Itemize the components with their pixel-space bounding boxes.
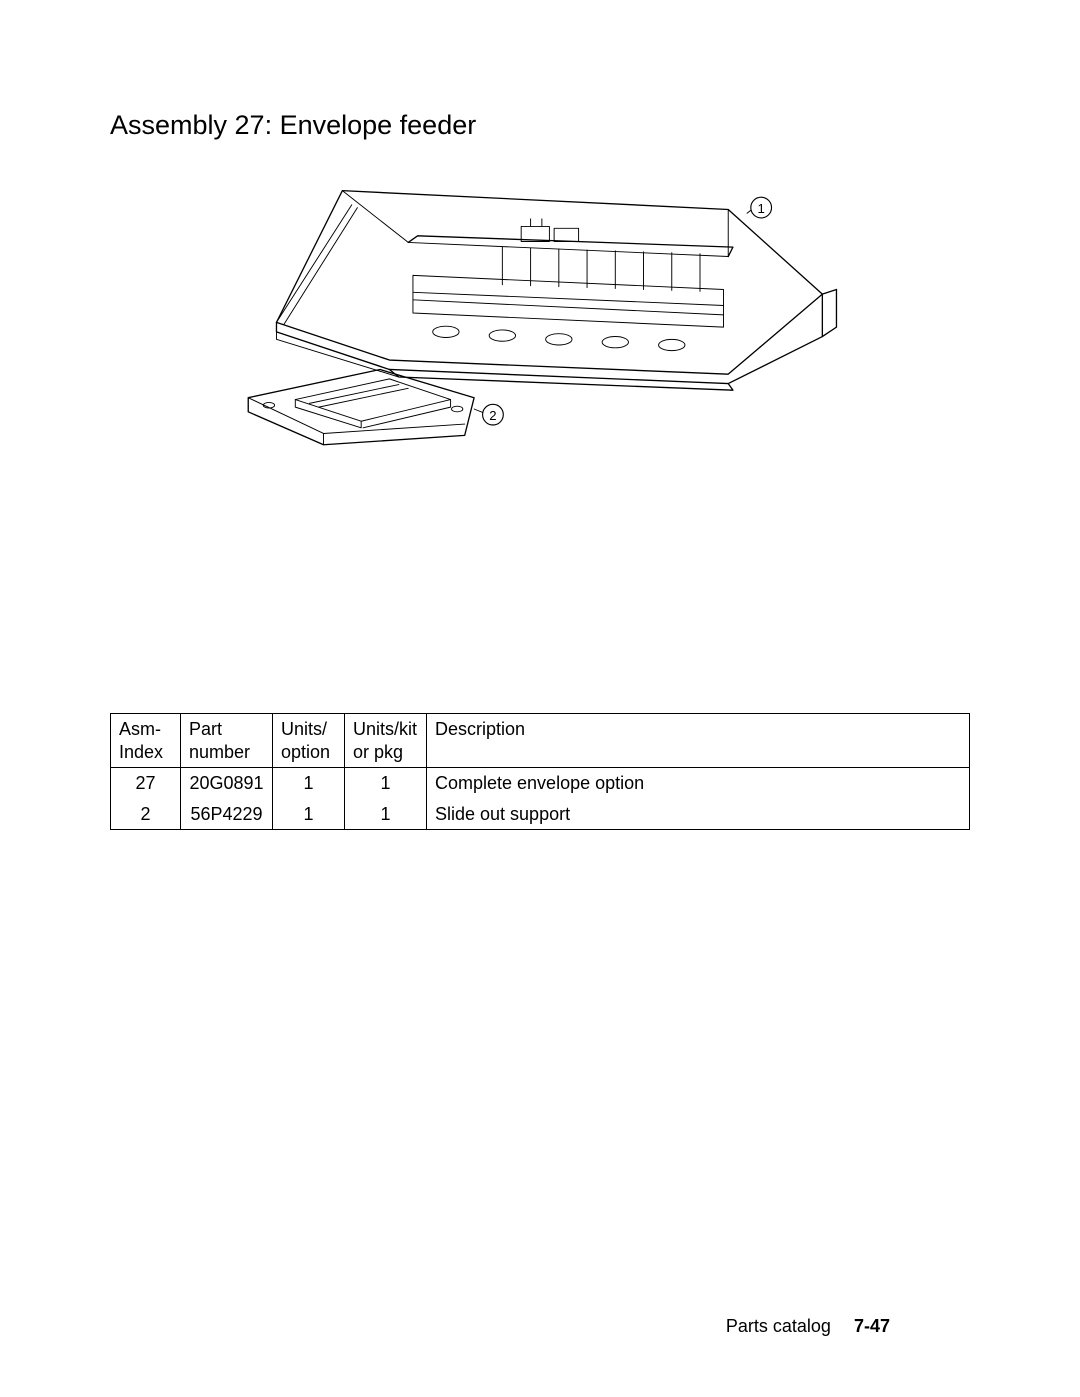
cell-asm-index: 27 — [111, 768, 181, 799]
page: Assembly 27: Envelope feeder — [0, 0, 1080, 1397]
cell-units-option: 1 — [273, 768, 345, 799]
cell-part-number: 20G0891 — [181, 768, 273, 799]
cell-units-kit: 1 — [345, 799, 427, 830]
footer-label: Parts catalog — [726, 1316, 831, 1336]
cell-description: Complete envelope option — [427, 768, 970, 799]
assembly-diagram: 1 2 — [200, 153, 880, 473]
table-header-row: Asm- Index Part number Units/ option Uni… — [111, 714, 970, 768]
col-part-number: Part number — [181, 714, 273, 768]
cell-units-kit: 1 — [345, 768, 427, 799]
footer-page: 7-47 — [854, 1316, 890, 1336]
col-asm-index: Asm- Index — [111, 714, 181, 768]
col-units-option: Units/ option — [273, 714, 345, 768]
page-footer: Parts catalog 7-47 — [726, 1316, 890, 1337]
parts-table: Asm- Index Part number Units/ option Uni… — [110, 713, 970, 830]
cell-description: Slide out support — [427, 799, 970, 830]
table-row: 2 56P4229 1 1 Slide out support — [111, 799, 970, 830]
cell-asm-index: 2 — [111, 799, 181, 830]
cell-part-number: 56P4229 — [181, 799, 273, 830]
page-title: Assembly 27: Envelope feeder — [110, 110, 970, 141]
cell-units-option: 1 — [273, 799, 345, 830]
col-description: Description — [427, 714, 970, 768]
callout-2: 2 — [483, 404, 504, 425]
col-units-kit: Units/kit or pkg — [345, 714, 427, 768]
table-row: 27 20G0891 1 1 Complete envelope option — [111, 768, 970, 799]
callout-1: 1 — [751, 197, 772, 218]
callout-2-label: 2 — [489, 408, 496, 423]
callout-1-label: 1 — [758, 201, 765, 216]
parts-table-wrap: Asm- Index Part number Units/ option Uni… — [110, 713, 970, 830]
